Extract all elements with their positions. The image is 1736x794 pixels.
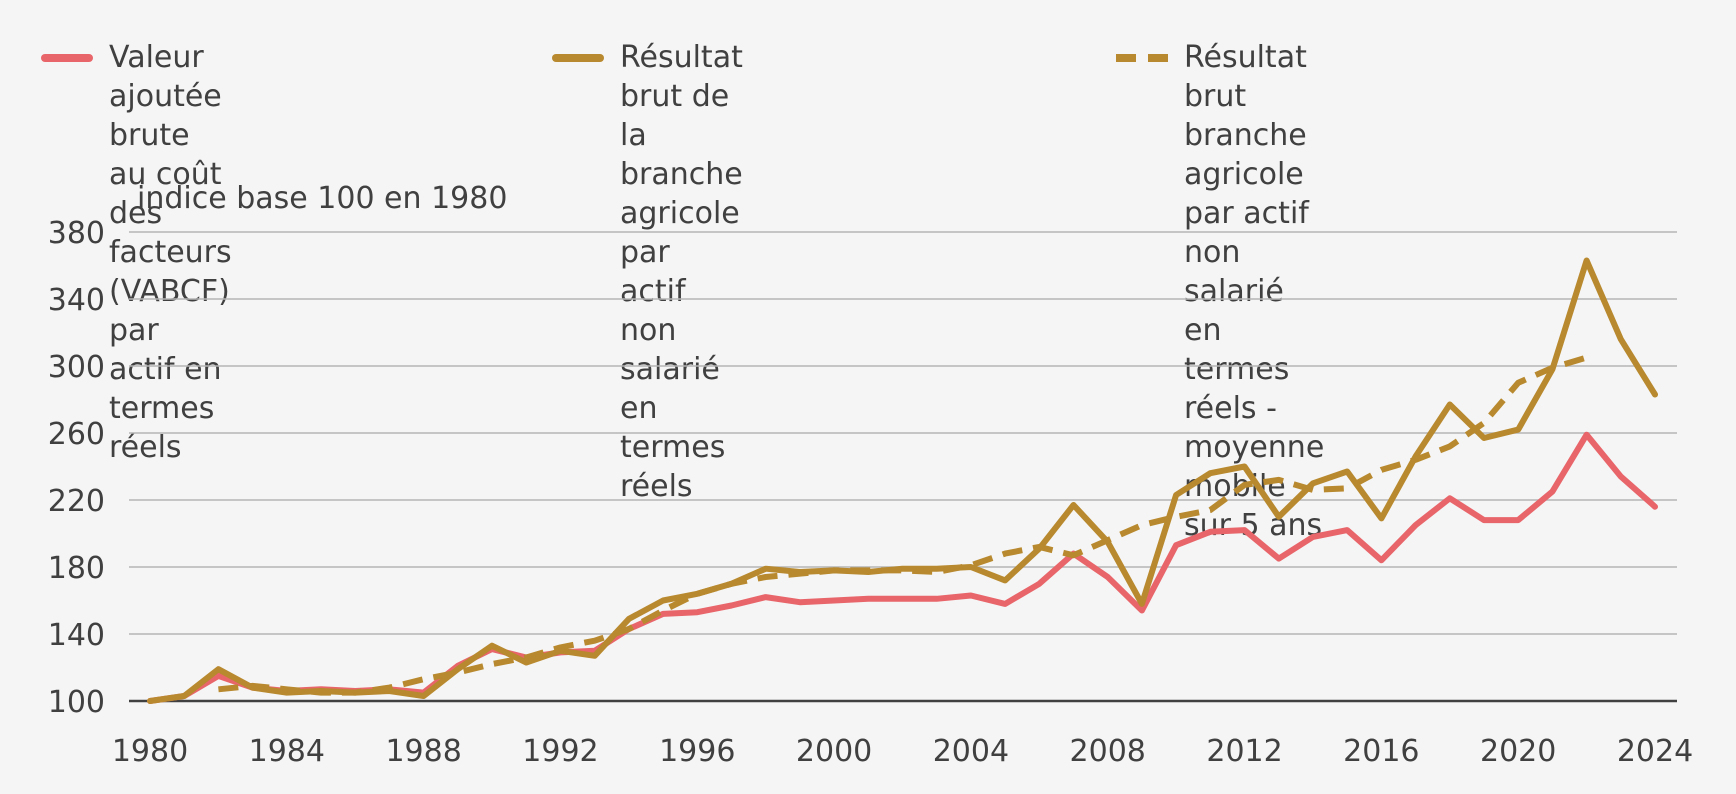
x-tick-label-2004: 2004	[933, 734, 1009, 769]
legend-label-vabcf: Valeur ajoutée brute au coût des facteur…	[109, 40, 232, 465]
y-tick-label-140: 140	[48, 618, 105, 653]
x-tick-label-2008: 2008	[1070, 734, 1146, 769]
y-tick-label-180: 180	[48, 551, 105, 586]
x-axis-tick-labels: 1980 1984 1988 1992 1996 2000 2004 2008 2012 2016…	[112, 734, 1693, 769]
legend-swatch-vabcf	[41, 54, 93, 62]
x-tick-label-2016: 2016	[1343, 734, 1419, 769]
y-tick-label-380: 380	[48, 216, 105, 251]
x-tick-label-2000: 2000	[796, 734, 872, 769]
x-tick-label-1996: 1996	[659, 734, 735, 769]
x-tick-label-2020: 2020	[1480, 734, 1556, 769]
data-series	[147, 257, 1658, 704]
gridlines	[129, 231, 1677, 703]
series-line-resultat-brut	[147, 257, 1658, 704]
x-tick-label-1992: 1992	[522, 734, 598, 769]
y-axis-unit-label: indice base 100 en 1980	[137, 181, 507, 216]
legend-swatch-moyenne-mobile	[1116, 54, 1168, 62]
x-tick-label-2012: 2012	[1206, 734, 1282, 769]
series-line-moyenne-mobile	[218, 354, 1588, 696]
legend-label-resultat-brut: Résultat brut de la branche agricole par…	[620, 40, 743, 504]
x-tick-label-1988: 1988	[385, 734, 461, 769]
y-axis-tick-labels: 100 140 180 220 260 300 340 380	[48, 216, 105, 720]
x-tick-label-1980: 1980	[112, 734, 188, 769]
legend-swatch-resultat-brut	[552, 54, 604, 62]
y-tick-label-100: 100	[48, 685, 105, 720]
y-tick-label-220: 220	[48, 484, 105, 519]
y-tick-label-260: 260	[48, 417, 105, 452]
y-tick-label-340: 340	[48, 283, 105, 318]
x-tick-label-2024: 2024	[1617, 734, 1693, 769]
x-tick-label-1984: 1984	[249, 734, 325, 769]
y-tick-label-300: 300	[48, 350, 105, 385]
